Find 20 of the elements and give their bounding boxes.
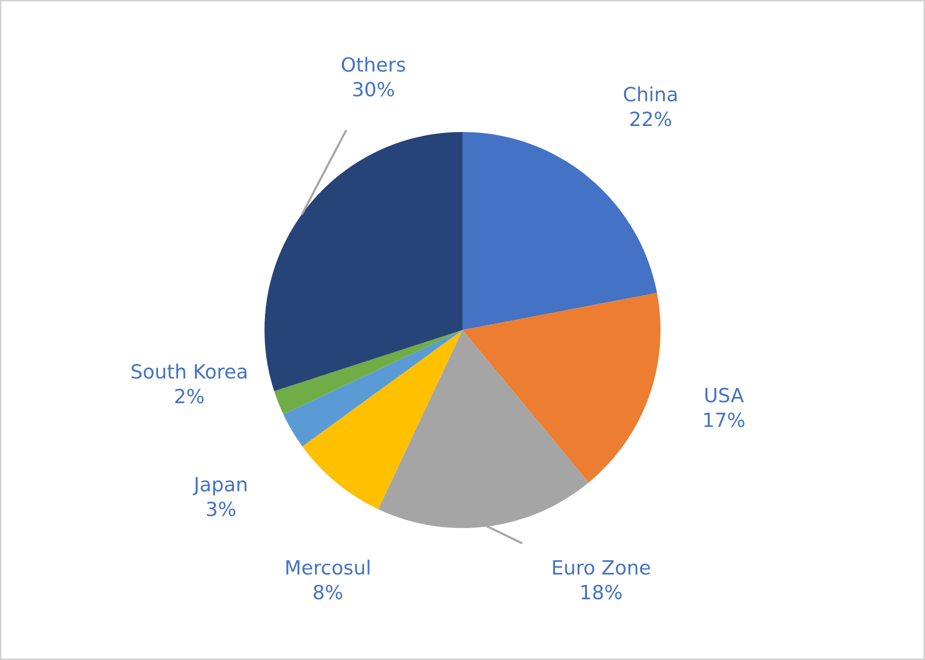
slice-label: China — [624, 86, 677, 102]
slice-label: Others — [342, 56, 406, 72]
data-label: 18% — [582, 584, 622, 600]
pie-slice — [264, 132, 462, 392]
data-label: 17% — [704, 412, 744, 428]
pie-slice — [462, 132, 657, 330]
pie-slice — [274, 330, 462, 414]
data-label: 22% — [630, 112, 672, 126]
slice-label: Mercosul — [286, 560, 370, 575]
slice-label: South Korea — [132, 364, 246, 379]
pie-slice — [283, 330, 462, 446]
slice-label: Euro Zone — [553, 560, 650, 575]
data-label: 8% — [314, 584, 342, 600]
pie-slice — [462, 292, 660, 483]
pie-slice — [302, 330, 462, 510]
data-label: 2% — [175, 388, 204, 404]
data-label: 30% — [353, 82, 394, 97]
slice-label: USA — [705, 388, 744, 402]
slice-label: Japan — [192, 477, 246, 496]
data-label: 3% — [207, 502, 236, 516]
